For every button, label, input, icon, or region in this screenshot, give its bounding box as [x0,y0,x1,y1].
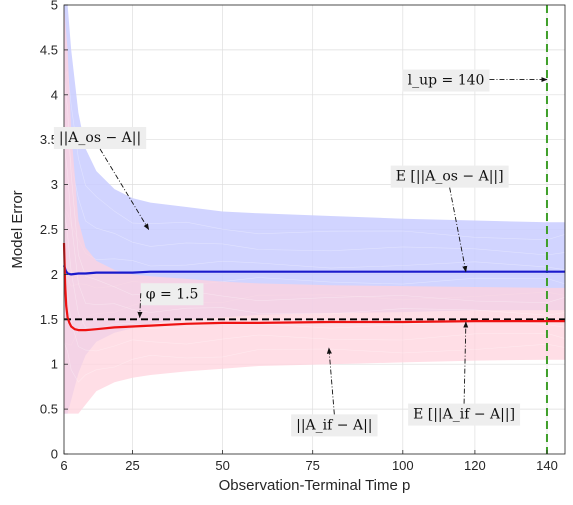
annotation: E [||A_os − A||] [390,165,509,273]
y-tick-label: 2 [51,267,58,282]
x-tick-label: 25 [125,458,139,473]
y-tick-label: 0.5 [40,402,58,417]
annotation-box [408,403,521,426]
annotation-arrow [137,293,143,319]
os-mean-line [62,265,565,276]
annotation-arrow [99,148,150,231]
annotations: ||A_os − A|| E [||A_os − A||] l_up = 140 φ … [53,69,548,437]
annotation: l_up = 140 [402,69,548,92]
annotation-arrow [449,187,468,273]
x-tick-label: 100 [392,458,414,473]
annotation-label: ||A_if − A|| [296,417,372,433]
annotation-box [291,414,378,437]
annotation-arrow [326,347,335,415]
trajectory-texture [63,208,566,330]
trajectory-texture [63,274,566,352]
y-axis-title: Model Error [9,190,26,268]
x-tick-label: 75 [305,458,319,473]
plot-area [62,4,566,455]
annotation-label: φ = 1.5 [146,286,199,302]
trajectory-texture [63,142,566,256]
y-tick-label: 1.5 [40,312,58,327]
annotation-arrow [463,321,469,404]
x-tick-label: 50 [215,458,229,473]
annotation-label: E [||A_if − A||] [413,407,515,423]
x-tick-label: 120 [464,458,486,473]
reference-lines [64,5,565,454]
y-tick-label: 5 [51,0,58,13]
trajectory-texture [63,143,566,316]
x-axis-title: Observation-Terminal Time p [219,477,411,494]
x-tick-label: 140 [536,458,558,473]
y-tick-label: 3 [51,177,58,192]
band-if-trajectories [64,5,565,414]
annotation: ||A_os − A|| [53,127,150,231]
annotation-label: ||A_os − A|| [59,130,141,146]
y-tick-label: 3.5 [40,132,58,147]
annotation-label: l_up = 140 [408,73,485,89]
y-tick-label: 2.5 [40,222,58,237]
trajectory-bands [63,5,566,414]
trajectory-texture [63,342,566,383]
annotation-box [53,127,147,150]
annotation: φ = 1.5 [137,283,204,319]
x-tick-label: 6 [60,458,67,473]
mean-series [62,242,565,332]
annotation: E [||A_if − A||] [408,321,521,426]
y-tick-label: 4.5 [40,42,58,57]
annotation-box [140,283,204,306]
annotation-label: E [||A_os − A||] [396,169,504,185]
y-tick-label: 0 [51,447,58,462]
if-mean-line [62,242,565,332]
axis-ticks: 6 25 50 75 100 120 140 0 0.5 1 1.5 2 2.5 3 3.5 4 4.5 5 [40,0,558,473]
y-tick-label: 4 [51,87,58,102]
y-tick-label: 1 [51,357,58,372]
annotation-box [390,165,509,188]
annotation: ||A_if − A|| [291,347,378,437]
annotation-box [402,69,490,92]
